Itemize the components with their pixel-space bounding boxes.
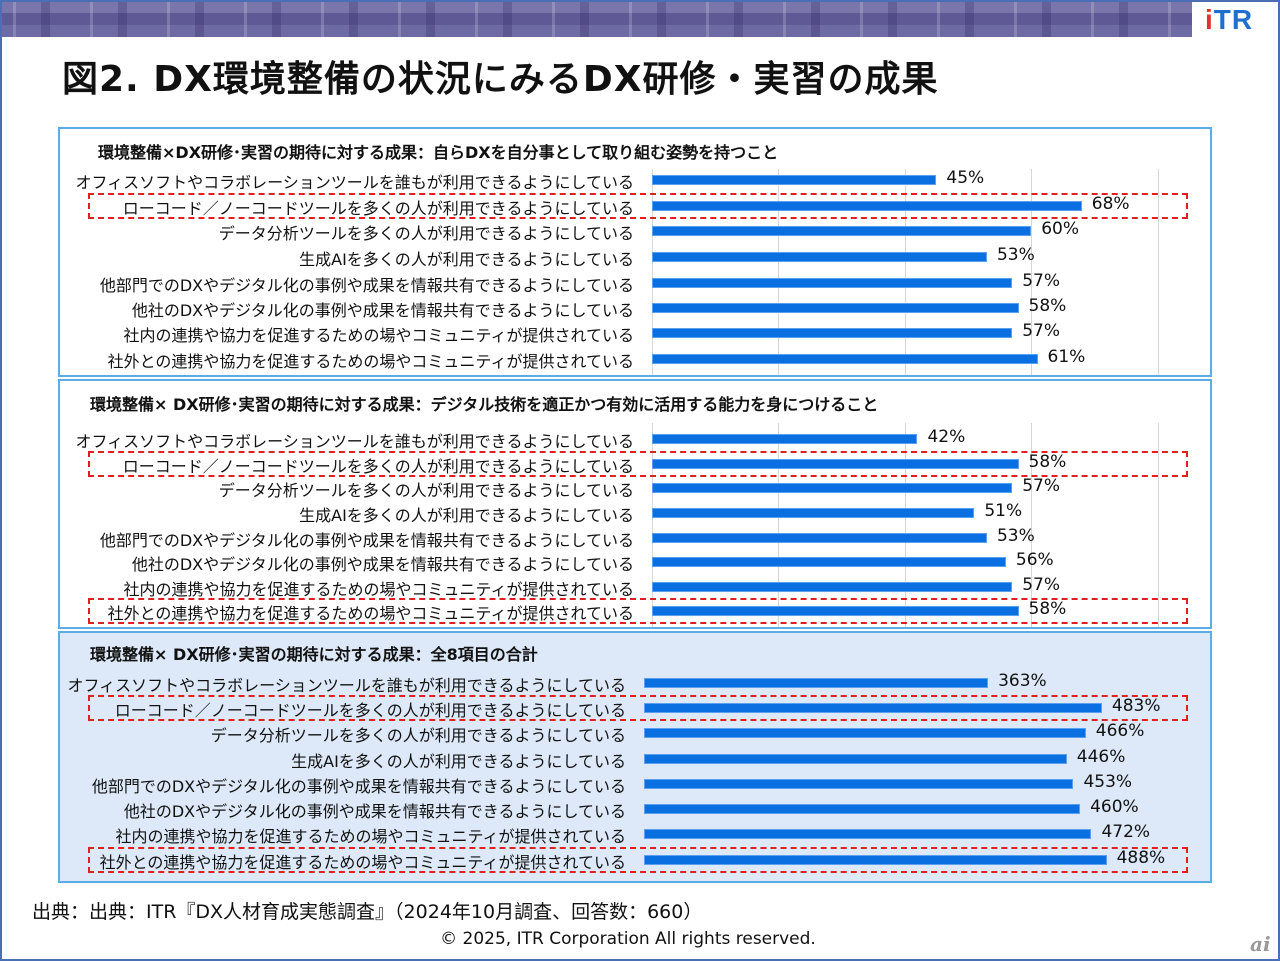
category-label: 社外との連携や協力を促進するための場やコミュニティが提供されている (99, 853, 626, 872)
bar (644, 804, 1081, 814)
data-label: 42% (927, 427, 966, 447)
bar (652, 252, 987, 262)
category-label: 他社のDXやデジタル化の事例や成果を情報共有できるようにしている (123, 802, 626, 821)
chart-panel-digital-skills: 環境整備× DX研修･実習の期待に対する成果：デジタル技術を適正かつ有効に活用す… (58, 379, 1212, 629)
data-label: 460% (1090, 797, 1139, 817)
data-label: 57% (1022, 271, 1061, 291)
data-label: 57% (1022, 321, 1061, 341)
highlight-box (88, 847, 1188, 873)
bar (652, 303, 1019, 313)
category-label: オフィスソフトやコラボレーションツールを誰もが利用できるようにしている (75, 173, 634, 192)
copyright: © 2025, ITR Corporation All rights reser… (440, 929, 816, 949)
bar (652, 533, 987, 543)
highlight-box (88, 193, 1188, 219)
category-label: データ分析ツールを多くの人が利用できるようにしている (210, 726, 626, 745)
chart-panel-total: 環境整備× DX研修･実習の期待に対する成果：全8項目の合計オフィスソフトやコラ… (58, 631, 1212, 883)
data-label: 60% (1041, 219, 1079, 239)
bar (652, 582, 1013, 592)
data-label: 58% (1028, 599, 1067, 619)
bar (652, 354, 1038, 364)
gridline (904, 423, 906, 627)
bar (652, 557, 1006, 567)
category-label: オフィスソフトやコラボレーションツールを誰もが利用できるようにしている (75, 432, 634, 451)
bar (644, 678, 989, 688)
bar (652, 201, 1082, 211)
bar (644, 728, 1086, 738)
gridline (778, 169, 780, 375)
chart-title: 環境整備× DX研修･実習の期待に対する成果：全8項目の合計 (90, 645, 538, 664)
category-label: ローコード／ノーコードツールを多くの人が利用できるようにしている (122, 199, 634, 218)
category-label: 社内の連携や協力を促進するための場やコミュニティが提供されている (123, 326, 634, 345)
bar (652, 434, 918, 444)
data-label: 466% (1095, 721, 1145, 741)
data-label: 45% (946, 168, 985, 188)
data-label: 58% (1028, 296, 1067, 316)
bar (652, 606, 1019, 616)
gridline (1031, 423, 1033, 627)
bar (652, 459, 1019, 469)
data-label: 68% (1091, 194, 1130, 214)
category-label: 他社のDXやデジタル化の事例や成果を情報共有できるようにしている (131, 555, 634, 574)
category-label: 他部門でのDXやデジタル化の事例や成果を情報共有できるようにしている (99, 531, 634, 550)
data-label: 483% (1111, 696, 1161, 716)
bar (644, 703, 1102, 713)
category-label: ローコード／ノーコードツールを多くの人が利用できるようにしている (122, 457, 634, 476)
data-label: 363% (998, 671, 1047, 691)
bar (644, 855, 1107, 865)
data-label: 57% (1022, 575, 1061, 595)
bar (644, 829, 1092, 839)
category-label: 社内の連携や協力を促進するための場やコミュニティが提供されている (115, 827, 626, 846)
data-label: 56% (1015, 550, 1054, 570)
bar (644, 754, 1067, 764)
category-label: 他部門でのDXやデジタル化の事例や成果を情報共有できるようにしている (99, 276, 634, 295)
gridline (778, 423, 780, 627)
category-label: 社外との連携や協力を促進するための場やコミュニティが提供されている (107, 604, 634, 623)
category-label: 生成AIを多くの人が利用できるようにしている (291, 752, 626, 771)
chart-title: 環境整備×DX研修･実習の期待に対する成果：自らDXを自分事として取り組む姿勢を… (98, 143, 779, 162)
data-label: 61% (1047, 347, 1086, 367)
data-label: 53% (996, 526, 1035, 546)
gridline (1157, 423, 1159, 627)
data-label: 58% (1028, 452, 1067, 472)
data-label: 57% (1022, 476, 1061, 496)
category-label: データ分析ツールを多くの人が利用できるようにしている (218, 224, 634, 243)
bar (652, 278, 1013, 288)
bar (644, 779, 1074, 789)
data-label: 446% (1076, 747, 1126, 767)
gridline (652, 169, 653, 375)
category-label: 社外との連携や協力を促進するための場やコミュニティが提供されている (107, 352, 634, 371)
header-banner (0, 0, 1192, 37)
highlight-box (88, 598, 1188, 624)
bar (652, 175, 937, 185)
page-title: 図2. DX環境整備の状況にみるDX研修・実習の成果 (62, 59, 939, 100)
category-label: 社内の連携や協力を促進するための場やコミュニティが提供されている (123, 580, 634, 599)
highlight-box (88, 451, 1188, 477)
chart-panel-attitude: 環境整備×DX研修･実習の期待に対する成果：自らDXを自分事として取り組む姿勢を… (58, 127, 1212, 377)
data-label: 472% (1101, 822, 1151, 842)
bar (652, 328, 1013, 338)
data-label: 51% (984, 501, 1023, 521)
category-label: 他部門でのDXやデジタル化の事例や成果を情報共有できるようにしている (91, 777, 626, 796)
bar (652, 483, 1013, 493)
watermark-logo: ai (1250, 932, 1271, 956)
category-label: オフィスソフトやコラボレーションツールを誰もが利用できるようにしている (67, 676, 626, 695)
gridline (1031, 169, 1033, 375)
source-note: 出典：出典：ITR『DX人材育成実態調査』（2024年10月調査、回答数：660… (32, 901, 703, 923)
category-label: 生成AIを多くの人が利用できるようにしている (299, 250, 634, 269)
gridline (904, 169, 906, 375)
category-label: 生成AIを多くの人が利用できるようにしている (299, 506, 634, 525)
bar (652, 508, 975, 518)
category-label: データ分析ツールを多くの人が利用できるようにしている (218, 481, 634, 500)
gridline (652, 423, 653, 627)
data-label: 53% (996, 245, 1035, 265)
bar (652, 226, 1032, 236)
gridline (1157, 169, 1159, 375)
chart-title: 環境整備× DX研修･実習の期待に対する成果：デジタル技術を適正かつ有効に活用す… (90, 395, 879, 414)
category-label: 他社のDXやデジタル化の事例や成果を情報共有できるようにしている (131, 301, 634, 320)
highlight-box (88, 695, 1188, 721)
itr-logo: iTR (1205, 4, 1254, 35)
data-label: 453% (1083, 772, 1133, 792)
data-label: 488% (1116, 848, 1166, 868)
category-label: ローコード／ノーコードツールを多くの人が利用できるようにしている (114, 701, 626, 720)
